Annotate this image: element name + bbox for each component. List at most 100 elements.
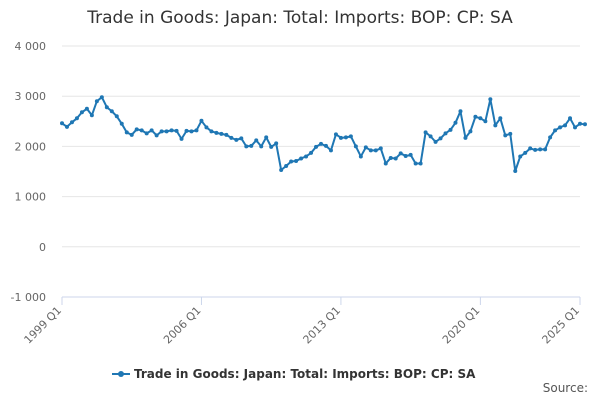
data-point[interactable]	[548, 135, 553, 140]
data-point[interactable]	[448, 127, 453, 132]
data-point[interactable]	[149, 128, 154, 133]
data-point[interactable]	[239, 136, 244, 141]
data-point[interactable]	[413, 161, 418, 166]
data-point[interactable]	[473, 114, 478, 119]
legend-series-label[interactable]: Trade in Goods: Japan: Total: Imports: B…	[134, 367, 476, 381]
data-point[interactable]	[373, 148, 378, 153]
data-point[interactable]	[418, 161, 423, 166]
data-point[interactable]	[468, 129, 473, 134]
data-point[interactable]	[383, 161, 388, 166]
data-point[interactable]	[488, 97, 493, 102]
data-point[interactable]	[393, 156, 398, 161]
data-point[interactable]	[508, 131, 513, 136]
data-point[interactable]	[99, 95, 104, 100]
data-point[interactable]	[94, 99, 99, 104]
data-point[interactable]	[184, 128, 189, 133]
data-point[interactable]	[194, 128, 199, 133]
data-point[interactable]	[523, 150, 528, 155]
series-line[interactable]	[61, 96, 586, 172]
data-point[interactable]	[328, 148, 333, 153]
data-point[interactable]	[368, 148, 373, 153]
data-point[interactable]	[573, 125, 578, 130]
data-point[interactable]	[513, 168, 518, 173]
data-point[interactable]	[378, 146, 383, 151]
data-point[interactable]	[493, 123, 498, 128]
data-point[interactable]	[269, 144, 274, 149]
data-point[interactable]	[333, 132, 338, 137]
data-point[interactable]	[174, 128, 179, 133]
data-point[interactable]	[64, 124, 69, 129]
data-point[interactable]	[533, 147, 538, 152]
data-point[interactable]	[74, 116, 79, 121]
data-point[interactable]	[179, 136, 184, 141]
data-point[interactable]	[264, 135, 269, 140]
data-point[interactable]	[104, 105, 109, 110]
data-point[interactable]	[343, 135, 348, 140]
data-point[interactable]	[408, 152, 413, 157]
data-point[interactable]	[388, 155, 393, 160]
data-point[interactable]	[229, 135, 234, 140]
series-group[interactable]	[60, 95, 587, 173]
data-point[interactable]	[428, 134, 433, 139]
data-point[interactable]	[363, 145, 368, 150]
data-point[interactable]	[458, 109, 463, 114]
data-point[interactable]	[314, 144, 319, 149]
data-point[interactable]	[358, 154, 363, 159]
data-point[interactable]	[214, 130, 219, 135]
data-point[interactable]	[558, 125, 563, 130]
data-point[interactable]	[224, 132, 229, 137]
data-point[interactable]	[433, 139, 438, 144]
data-point[interactable]	[209, 129, 214, 134]
data-point[interactable]	[463, 135, 468, 140]
data-point[interactable]	[578, 121, 582, 126]
data-point[interactable]	[244, 144, 249, 149]
data-point[interactable]	[144, 131, 149, 136]
data-point[interactable]	[79, 110, 84, 115]
data-point[interactable]	[169, 128, 174, 133]
data-point[interactable]	[299, 156, 304, 161]
data-point[interactable]	[518, 154, 523, 159]
data-point[interactable]	[353, 144, 358, 149]
data-point[interactable]	[234, 137, 239, 142]
data-point[interactable]	[199, 118, 204, 123]
data-point[interactable]	[159, 129, 164, 134]
data-point[interactable]	[274, 141, 279, 146]
data-point[interactable]	[563, 123, 568, 128]
data-point[interactable]	[309, 150, 314, 155]
data-point[interactable]	[483, 119, 488, 124]
data-point[interactable]	[423, 130, 428, 135]
data-point[interactable]	[503, 133, 508, 138]
data-point[interactable]	[304, 154, 309, 159]
data-point[interactable]	[398, 151, 403, 156]
data-point[interactable]	[498, 116, 503, 121]
data-point[interactable]	[124, 130, 129, 135]
data-point[interactable]	[84, 106, 89, 111]
legend[interactable]: Trade in Goods: Japan: Total: Imports: B…	[112, 367, 476, 381]
data-point[interactable]	[69, 120, 74, 125]
data-point[interactable]	[338, 135, 343, 140]
data-point[interactable]	[204, 125, 209, 130]
data-point[interactable]	[249, 143, 254, 148]
data-point[interactable]	[284, 163, 289, 168]
data-point[interactable]	[279, 167, 284, 172]
data-point[interactable]	[319, 141, 323, 146]
data-point[interactable]	[478, 116, 483, 121]
data-point[interactable]	[114, 114, 119, 119]
data-point[interactable]	[403, 153, 408, 158]
data-point[interactable]	[60, 121, 64, 126]
data-point[interactable]	[438, 136, 443, 141]
data-point[interactable]	[582, 122, 587, 127]
data-point[interactable]	[164, 129, 169, 134]
data-point[interactable]	[294, 158, 299, 163]
data-point[interactable]	[109, 109, 114, 114]
data-point[interactable]	[129, 132, 134, 137]
data-point[interactable]	[134, 127, 139, 132]
data-point[interactable]	[528, 146, 533, 151]
data-point[interactable]	[259, 144, 264, 149]
data-point[interactable]	[219, 131, 224, 136]
data-point[interactable]	[254, 138, 259, 143]
data-point[interactable]	[189, 129, 194, 134]
data-point[interactable]	[89, 113, 94, 118]
data-point[interactable]	[568, 116, 573, 121]
data-point[interactable]	[453, 120, 458, 125]
